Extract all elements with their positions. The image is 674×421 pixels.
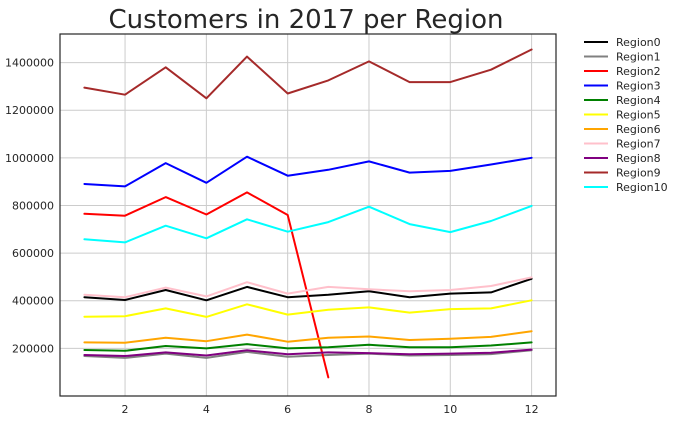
- y-tick-label: 1400000: [5, 57, 54, 70]
- x-tick-label: 12: [525, 403, 539, 416]
- series-lines: [83, 48, 533, 379]
- plot-frame: [59, 33, 557, 397]
- x-tick-label: 8: [365, 403, 372, 416]
- y-tick-label: 600000: [12, 247, 54, 260]
- grid: [60, 34, 556, 396]
- x-tick-label: 4: [203, 403, 210, 416]
- legend-label: Region0: [616, 36, 661, 49]
- legend-label: Region5: [616, 109, 661, 122]
- series-line-region10: [83, 204, 533, 244]
- x-tick-label: 6: [284, 403, 291, 416]
- series-line-region3: [83, 155, 533, 188]
- legend-label: Region2: [616, 65, 661, 78]
- x-tick-label: 10: [443, 403, 457, 416]
- series-line-region4: [83, 341, 533, 352]
- y-tick-label: 1000000: [5, 152, 54, 165]
- legend-label: Region10: [616, 181, 668, 194]
- legend-label: Region7: [616, 138, 661, 151]
- legend-label: Region4: [616, 94, 661, 107]
- series-line-region8: [83, 348, 533, 357]
- chart-title: Customers in 2017 per Region: [109, 5, 504, 35]
- series-line-region6: [83, 330, 533, 344]
- series-line-region7: [83, 276, 533, 299]
- axis-ticks: 2 4 6 8 10 12 200000 400000 600000 800000 1000000 1…: [5, 57, 539, 416]
- series-line-region2: [83, 191, 330, 379]
- legend-label: Region3: [616, 80, 661, 93]
- y-tick-label: 400000: [12, 295, 54, 308]
- legend-label: Region1: [616, 51, 661, 64]
- y-tick-label: 800000: [12, 199, 54, 212]
- y-tick-label: 200000: [12, 342, 54, 355]
- series-line-region1: [83, 349, 533, 359]
- legend-label: Region6: [616, 123, 661, 136]
- legend-label: Region8: [616, 152, 661, 165]
- legend-label: Region9: [616, 167, 661, 180]
- series-line-region9: [83, 48, 533, 100]
- series-line-region5: [83, 299, 533, 318]
- x-tick-label: 2: [122, 403, 129, 416]
- y-tick-label: 1200000: [5, 104, 54, 117]
